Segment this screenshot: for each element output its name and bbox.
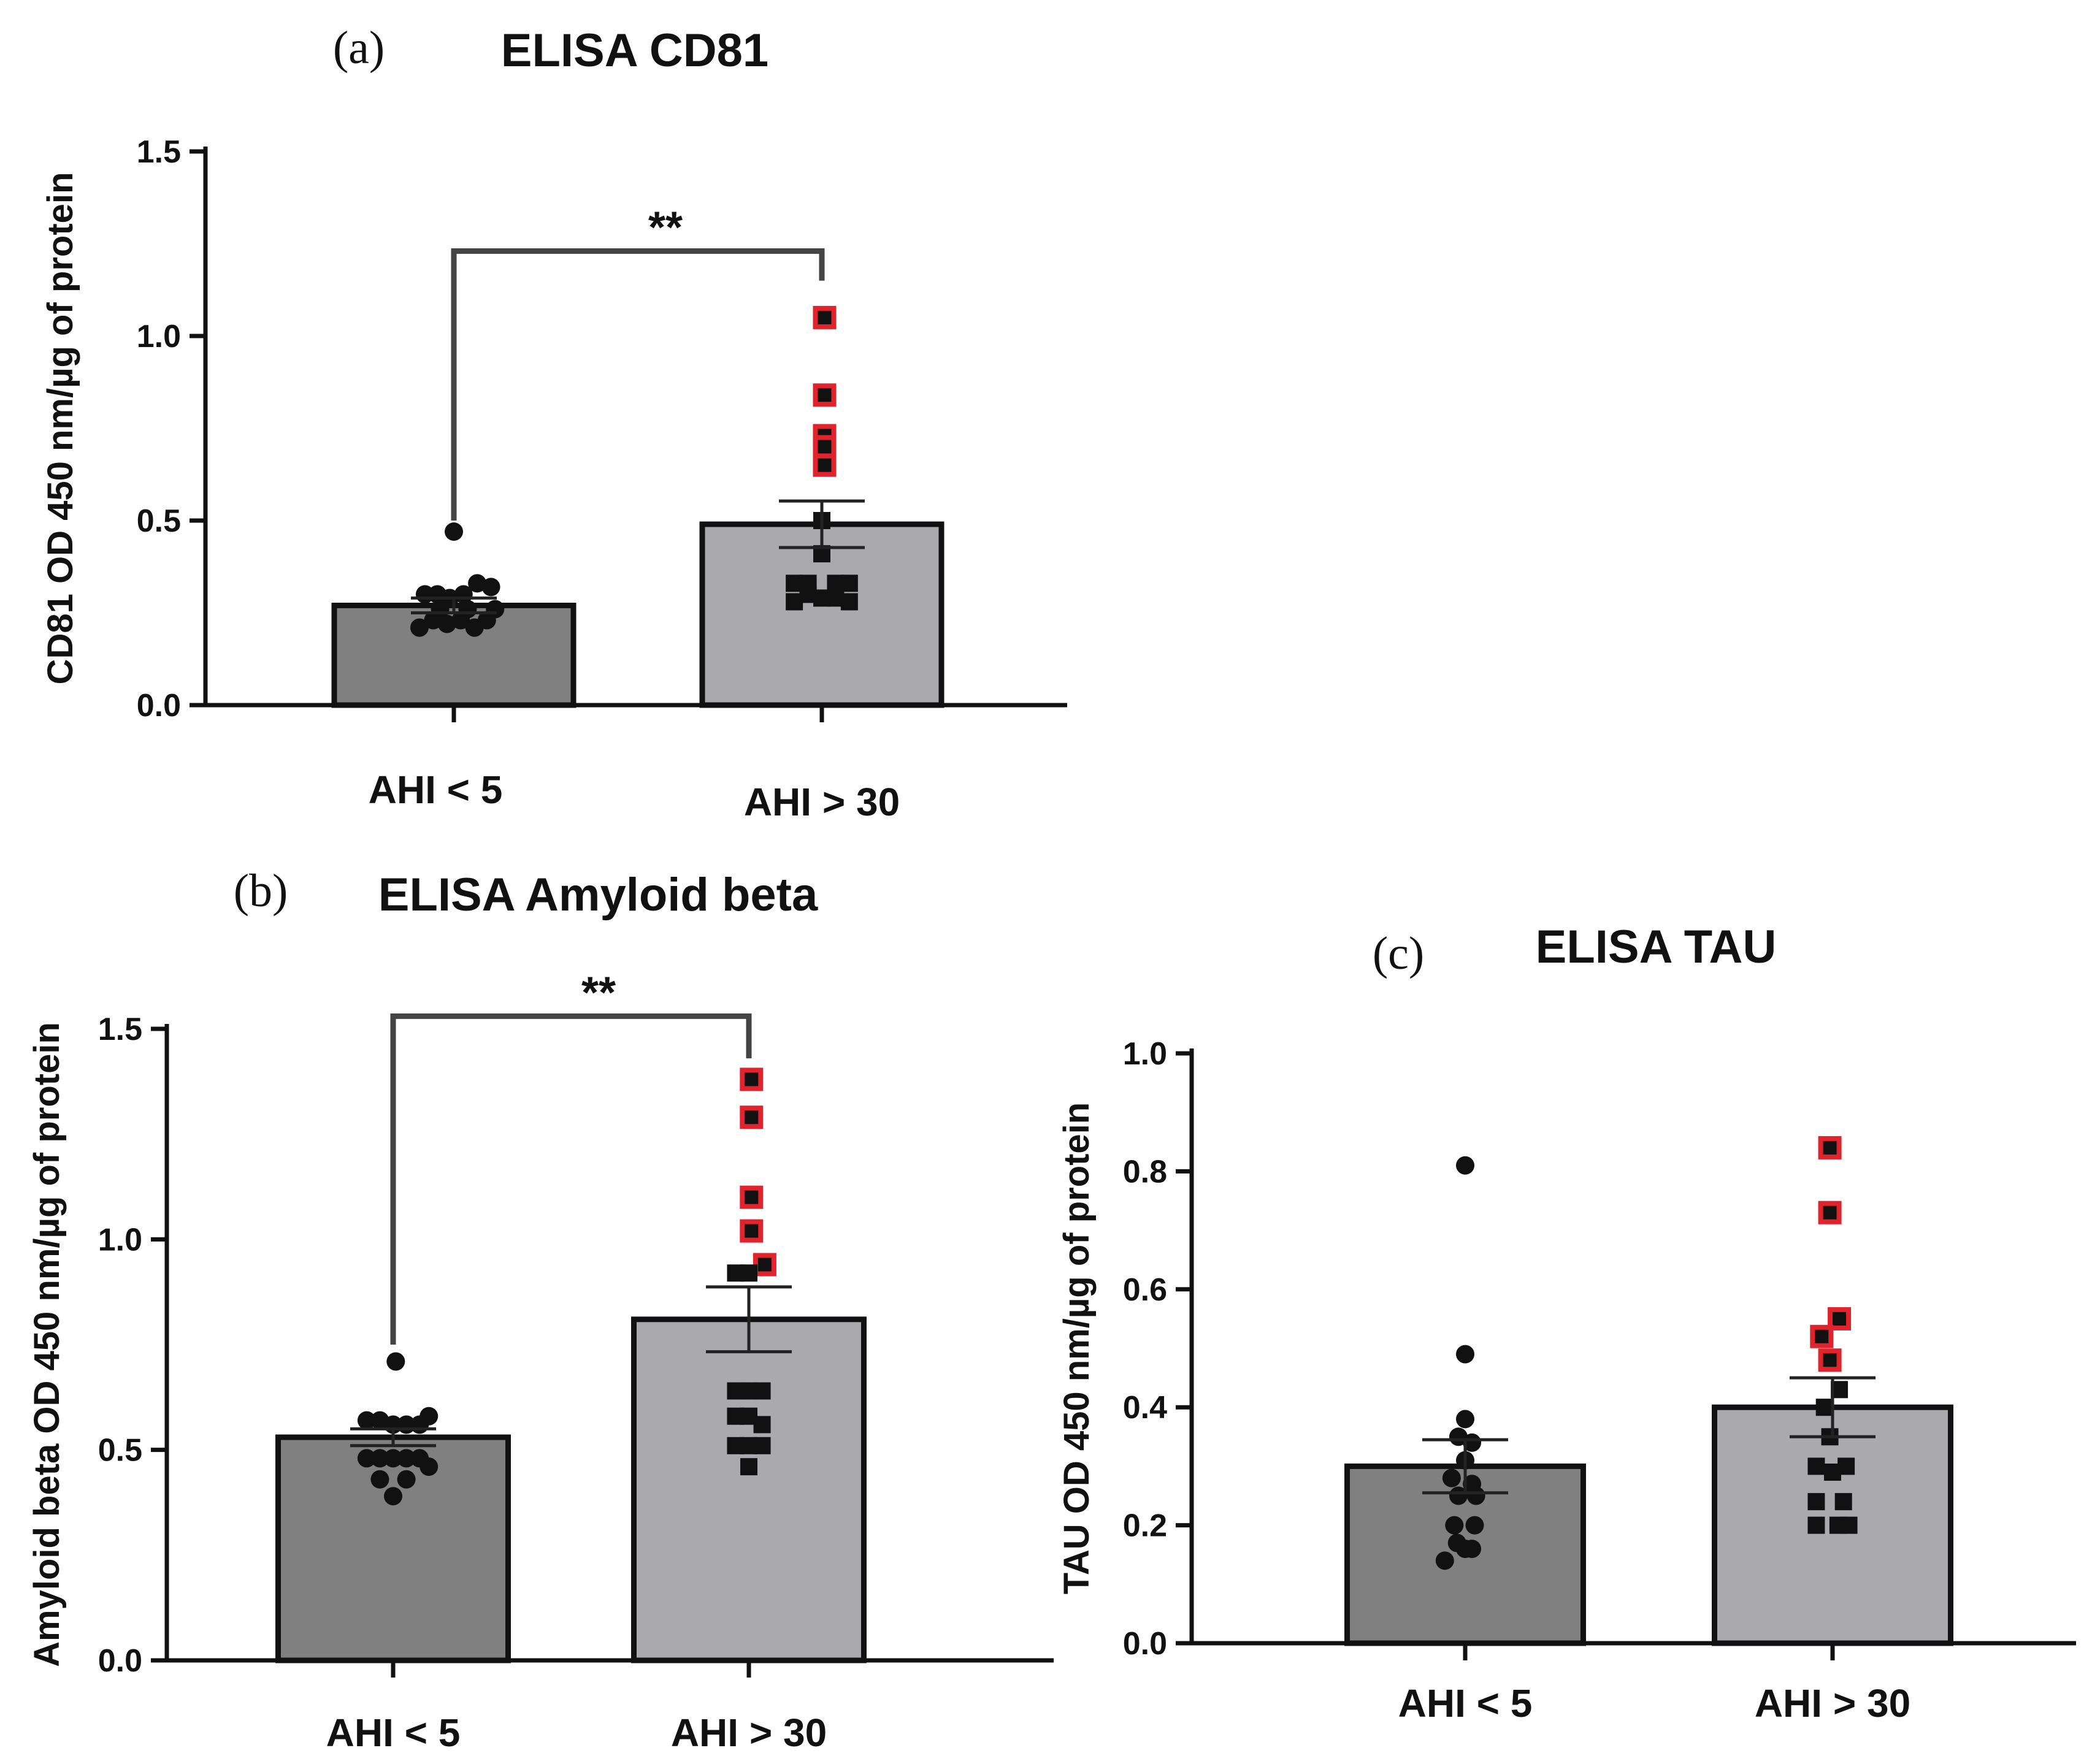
- data-point-ahi-gt-30-highlight: [813, 383, 837, 407]
- data-point-ahi-gt-30-highlight: [813, 305, 837, 329]
- y-tick-label: 1.5: [137, 134, 181, 170]
- y-tick-label: 0.0: [137, 688, 181, 724]
- bar-ahi-gt-30: [631, 1316, 867, 1663]
- data-point-ahi-gt-30-highlight: [753, 1253, 776, 1277]
- data-point-ahi-gt-30: [1834, 1493, 1852, 1511]
- significance-bracket: [451, 248, 825, 521]
- category-label: AHI > 30: [671, 1711, 827, 1755]
- data-point-ahi-lt-5: [1456, 1540, 1474, 1559]
- data-point-ahi-lt-5: [486, 600, 505, 619]
- significance-label: **: [581, 968, 616, 1017]
- data-point-ahi-gt-30-highlight: [740, 1219, 764, 1243]
- data-point-ahi-lt-5: [357, 1449, 376, 1468]
- data-point-ahi-lt-5: [481, 578, 500, 597]
- panel-letter: (a): [333, 22, 385, 74]
- data-point-ahi-gt-30-highlight: [1810, 1324, 1834, 1348]
- y-tick-label: 0.0: [98, 1643, 142, 1679]
- data-point-ahi-lt-5: [384, 1449, 402, 1468]
- y-tick-label: 0.8: [1123, 1154, 1167, 1189]
- panel-letter: (b): [234, 865, 288, 917]
- y-tick-label: 1.0: [98, 1222, 142, 1258]
- y-tick-label: 0.6: [1123, 1272, 1167, 1308]
- data-point-ahi-lt-5: [1463, 1433, 1482, 1452]
- y-tick-label: 0.0: [1123, 1626, 1167, 1662]
- data-point-ahi-lt-5: [1449, 1486, 1468, 1505]
- data-point-ahi-lt-5: [370, 1449, 389, 1468]
- data-point-ahi-lt-5: [1466, 1486, 1485, 1505]
- data-point-ahi-gt-30: [840, 575, 858, 592]
- significance-bracket: [390, 1013, 752, 1345]
- panel-letter: (c): [1373, 928, 1424, 979]
- y-tick-label: 1.0: [137, 319, 181, 354]
- chart-elisa-tau: (c) ELISA TAU TAU OD 450 nm/µg of protein 0…: [1057, 921, 2076, 1725]
- y-axis-label: TAU OD 450 nm/µg of protein: [1057, 1102, 1097, 1594]
- data-point-ahi-gt-30-highlight: [813, 453, 837, 477]
- y-axis-label: Amyloid beta OD 450 nm/µg of protein: [27, 1022, 67, 1667]
- chart-title: ELISA Amyloid beta: [378, 869, 818, 921]
- data-point-ahi-lt-5: [431, 600, 450, 619]
- data-point-ahi-lt-5: [1456, 1345, 1474, 1364]
- data-point-ahi-gt-30: [1837, 1457, 1855, 1475]
- data-point-ahi-gt-30-highlight: [740, 1185, 764, 1209]
- data-point-ahi-gt-30-highlight: [1818, 1348, 1842, 1372]
- data-point-ahi-gt-30: [753, 1416, 771, 1434]
- data-point-ahi-lt-5: [458, 600, 477, 619]
- data-point-ahi-gt-30: [1807, 1493, 1825, 1511]
- data-point-ahi-lt-5: [397, 1449, 416, 1468]
- data-point-ahi-gt-30: [753, 1382, 771, 1400]
- data-point-ahi-gt-30: [753, 1437, 771, 1454]
- y-tick-label: 0.5: [98, 1433, 142, 1468]
- data-point-ahi-lt-5: [357, 1411, 376, 1430]
- category-label: AHI < 5: [326, 1711, 461, 1755]
- data-point-ahi-gt-30: [1815, 1399, 1833, 1416]
- data-point-ahi-lt-5: [386, 1352, 405, 1371]
- data-point-ahi-lt-5: [420, 1457, 439, 1476]
- data-point-ahi-lt-5: [420, 1407, 439, 1426]
- data-point-ahi-gt-30-highlight: [813, 435, 837, 459]
- chart-elisa-amyloid-beta: (b) ELISA Amyloid beta Amyloid beta OD 450…: [27, 865, 1054, 1755]
- y-tick-label: 1.5: [98, 1012, 142, 1047]
- chart-title: ELISA TAU: [1536, 921, 1777, 973]
- data-point-ahi-lt-5: [1445, 1516, 1464, 1535]
- data-point-ahi-gt-30-highlight: [1818, 1201, 1842, 1224]
- chart-title: ELISA CD81: [501, 25, 768, 77]
- data-point-ahi-lt-5: [410, 618, 429, 637]
- data-point-ahi-lt-5: [384, 1487, 402, 1506]
- data-point-ahi-gt-30: [1807, 1516, 1825, 1534]
- data-point-ahi-gt-30-highlight: [740, 1105, 764, 1129]
- data-point-ahi-gt-30-highlight: [740, 1067, 764, 1091]
- category-label: AHI > 30: [744, 780, 900, 824]
- data-point-ahi-lt-5: [397, 1470, 416, 1489]
- data-point-ahi-lt-5: [1435, 1551, 1454, 1570]
- data-point-ahi-lt-5: [1465, 1516, 1484, 1535]
- data-point-ahi-lt-5: [445, 522, 463, 541]
- category-label: AHI < 5: [1398, 1681, 1533, 1725]
- data-point-ahi-gt-30-highlight: [1818, 1136, 1842, 1159]
- y-tick-label: 0.4: [1123, 1390, 1167, 1426]
- y-tick-label: 0.2: [1123, 1508, 1167, 1544]
- data-point-ahi-lt-5: [1442, 1468, 1461, 1487]
- data-point-ahi-gt-30: [740, 1458, 757, 1476]
- data-point-ahi-lt-5: [1456, 1156, 1474, 1175]
- category-label: AHI > 30: [1755, 1681, 1910, 1725]
- data-point-ahi-gt-30: [740, 1264, 757, 1282]
- y-tick-label: 1.0: [1123, 1036, 1167, 1072]
- y-axis-label: CD81 OD 450 nm/µg of protein: [40, 172, 80, 685]
- bar-ahi-lt-5: [275, 1434, 511, 1663]
- category-label: AHI < 5: [369, 768, 503, 812]
- chart-elisa-cd81: (a) ELISA CD81 CD81 OD 450 nm/µg of protei…: [40, 22, 1067, 824]
- y-tick-label: 0.5: [137, 503, 181, 539]
- data-point-ahi-lt-5: [1456, 1410, 1474, 1429]
- data-point-ahi-gt-30: [1840, 1516, 1858, 1534]
- significance-label: **: [648, 204, 683, 253]
- data-point-ahi-gt-30: [840, 593, 858, 611]
- data-point-ahi-lt-5: [370, 1470, 389, 1489]
- data-point-ahi-gt-30: [1807, 1457, 1825, 1475]
